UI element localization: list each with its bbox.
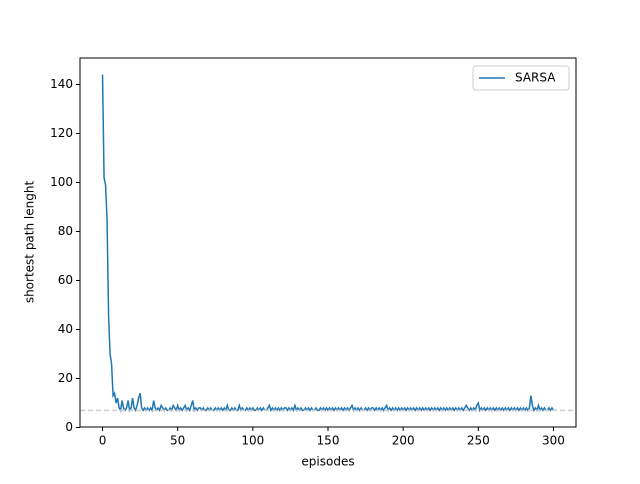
legend-label: SARSA (515, 71, 556, 85)
y-tick-label: 80 (58, 224, 73, 238)
x-axis-label: episodes (301, 455, 354, 469)
y-axis-label: shortest path lenght (23, 181, 37, 304)
x-tick-label: 200 (392, 434, 415, 448)
x-tick-label: 250 (467, 434, 490, 448)
x-tick-label: 150 (317, 434, 340, 448)
x-tick-label: 100 (241, 434, 264, 448)
y-tick-label: 100 (50, 175, 73, 189)
y-tick-label: 140 (50, 77, 73, 91)
x-tick-label: 50 (170, 434, 185, 448)
plot-area (80, 58, 576, 427)
y-tick-label: 40 (58, 322, 73, 336)
x-tick-label: 300 (542, 434, 565, 448)
x-tick-label: 0 (99, 434, 107, 448)
y-tick-label: 120 (50, 126, 73, 140)
y-tick-label: 0 (65, 420, 73, 434)
axes-frame (79, 57, 577, 428)
y-tick-label: 60 (58, 273, 73, 287)
y-tick-label: 20 (58, 371, 73, 385)
legend-box (472, 65, 570, 91)
